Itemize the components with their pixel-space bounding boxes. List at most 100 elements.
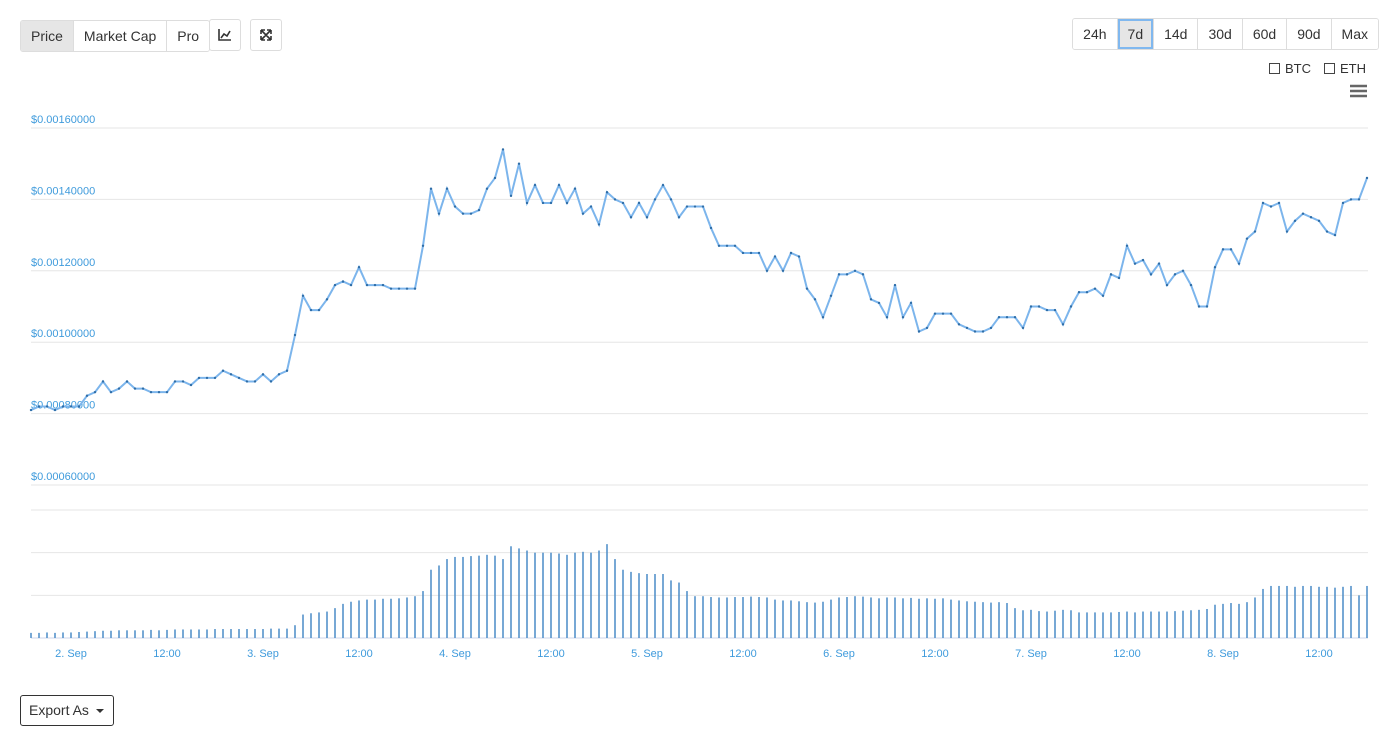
volume-bar <box>774 599 776 638</box>
volume-bar <box>494 555 496 638</box>
volume-bar <box>62 632 64 638</box>
price-point <box>205 376 209 380</box>
volume-bar <box>1190 610 1192 638</box>
volume-bar <box>822 601 824 638</box>
volume-bar <box>710 597 712 638</box>
price-point <box>1197 305 1201 308</box>
volume-bar <box>1150 611 1152 638</box>
range-button[interactable]: 30d <box>1197 19 1242 49</box>
line-chart-button[interactable] <box>209 19 241 51</box>
price-point <box>853 269 857 272</box>
price-point <box>1301 212 1305 215</box>
price-point <box>101 380 105 383</box>
price-point <box>109 390 113 394</box>
price-point <box>1077 291 1081 294</box>
price-point <box>549 201 553 205</box>
volume-bar <box>966 601 968 638</box>
volume-bar <box>1030 609 1032 638</box>
price-point <box>501 148 505 151</box>
price-point <box>141 387 145 390</box>
price-point <box>333 283 337 287</box>
price-point <box>421 244 425 248</box>
volume-bar <box>302 614 304 638</box>
price-point <box>1133 262 1137 265</box>
range-button[interactable]: 90d <box>1286 19 1331 49</box>
volume-bar <box>1166 611 1168 638</box>
range-button[interactable]: Max <box>1330 19 1378 49</box>
volume-bar <box>510 546 512 638</box>
export-button[interactable]: Export As <box>20 695 114 726</box>
x-tick-label: 12:00 <box>537 648 565 660</box>
price-point <box>381 283 385 287</box>
price-point <box>965 326 969 330</box>
price-point <box>1341 201 1345 205</box>
checkbox[interactable] <box>1324 63 1335 74</box>
checkbox[interactable] <box>1269 63 1280 74</box>
volume-bar <box>766 597 768 638</box>
price-point <box>605 191 609 194</box>
volume-bar <box>598 550 600 638</box>
view-button[interactable]: Pro <box>166 21 210 51</box>
volume-bar <box>406 597 408 638</box>
price-point <box>445 187 449 190</box>
y-tick-label: $0.00060000 <box>31 471 95 483</box>
volume-bar <box>46 632 48 638</box>
volume-bar <box>134 630 136 638</box>
range-button[interactable]: 7d <box>1116 19 1154 49</box>
volume-bar <box>190 629 192 638</box>
price-point <box>1237 262 1241 265</box>
view-button[interactable]: Market Cap <box>72 21 167 51</box>
price-point <box>557 183 561 187</box>
price-point <box>301 294 305 297</box>
price-point <box>61 405 65 408</box>
price-point <box>997 316 1001 319</box>
price-point <box>973 330 977 333</box>
volume-bar <box>1326 586 1328 638</box>
price-point <box>877 301 881 305</box>
volume-bar <box>670 580 672 638</box>
price-point <box>573 187 577 190</box>
range-switch: 24h 7d 14d 30d 60d 90d Max <box>1072 18 1379 50</box>
volume-bar <box>1230 603 1232 638</box>
price-point <box>685 205 689 208</box>
volume-bar <box>1246 602 1248 638</box>
price-point <box>893 283 897 287</box>
volume-bar <box>1334 587 1336 638</box>
view-button[interactable]: Price <box>21 21 73 51</box>
volume-bar <box>678 582 680 638</box>
volume-bar <box>470 556 472 638</box>
volume-bar <box>294 625 296 638</box>
volume-bar <box>214 629 216 638</box>
menu-button[interactable] <box>1350 84 1368 98</box>
range-button[interactable]: 60d <box>1241 19 1287 49</box>
volume-bar <box>326 611 328 638</box>
x-tick-label: 3. Sep <box>247 648 279 660</box>
x-tick-label: 4. Sep <box>439 648 471 660</box>
price-point <box>525 201 529 205</box>
price-point <box>509 194 513 198</box>
price-point <box>1357 198 1361 201</box>
price-point <box>1117 276 1121 280</box>
price-point <box>37 405 41 408</box>
price-point <box>309 308 313 312</box>
volume-bar <box>1038 611 1040 638</box>
volume-bar <box>542 552 544 638</box>
volume-bar <box>870 597 872 638</box>
range-button[interactable]: 24h <box>1073 19 1117 49</box>
price-point <box>821 316 825 319</box>
volume-bar <box>1070 610 1072 638</box>
price-point <box>365 283 369 287</box>
fullscreen-button[interactable] <box>250 19 282 51</box>
price-point <box>1085 291 1089 294</box>
compare-option[interactable]: ETH <box>1324 61 1366 76</box>
price-point <box>669 198 673 201</box>
price-point <box>1309 216 1313 219</box>
volume-bar <box>382 598 384 638</box>
range-button[interactable]: 14d <box>1153 19 1198 49</box>
compare-option[interactable]: BTC <box>1269 61 1311 76</box>
volume-bar <box>902 598 904 638</box>
price-point <box>477 208 481 212</box>
price-point <box>933 312 937 315</box>
price-point <box>469 212 473 215</box>
volume-bar <box>1046 611 1048 638</box>
